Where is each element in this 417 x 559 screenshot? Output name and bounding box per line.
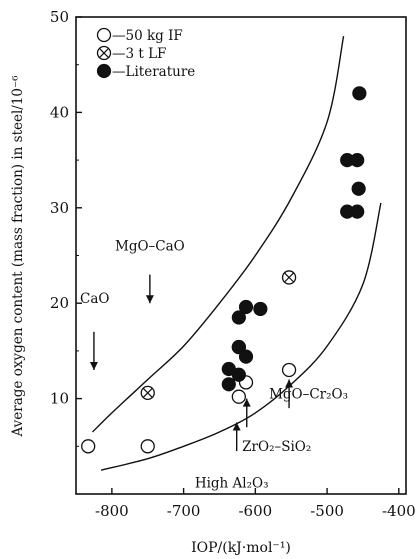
data-point-filled-circle <box>231 367 246 382</box>
data-point-open-circle-ring <box>231 389 246 404</box>
annotation-cao: CaO <box>80 291 109 307</box>
annotations: CaO MgO–CaO MgO–Cr₂O₃ ZrO₂–SiO₂ High Al₂O₃ <box>80 239 348 492</box>
arrow-mgocr <box>285 379 294 409</box>
curve-upper <box>92 35 345 433</box>
arrow-zro-head <box>242 398 251 407</box>
arrow-hal <box>232 422 241 452</box>
legend-label: —3 t LF <box>112 46 166 62</box>
data-point-open-circle <box>231 389 246 404</box>
trend-curves <box>92 35 382 471</box>
data-point-filled-circle <box>350 153 365 168</box>
data-point-filled-circle <box>253 301 268 317</box>
data-point-filled-circle <box>351 181 366 196</box>
data-point-open-circle <box>81 439 96 454</box>
legend-marker-circle-x <box>96 45 112 61</box>
data-point-filled-circle <box>238 349 254 364</box>
arrow-mgocr-head <box>285 379 294 388</box>
arrow-mgocao <box>145 274 154 304</box>
legend-label: —50 kg IF <box>112 28 183 44</box>
annotation-mgocr: MgO–Cr₂O₃ <box>269 387 348 403</box>
data-point-circle-x-cross-b <box>284 272 295 283</box>
y-tick-label: 10 <box>50 390 69 408</box>
x-tick-label: -800 <box>95 502 129 520</box>
data-point-filled-circle <box>221 377 236 392</box>
legend: —50 kg IF —3 t LF —Literature <box>96 27 195 80</box>
y-tick-label: 20 <box>50 294 69 312</box>
data-points <box>81 86 367 454</box>
legend-marker-open-circle-ring <box>96 27 112 43</box>
x-axis-label: IOP/(kJ·mol⁻¹) <box>191 540 291 556</box>
annotation-hal: High Al₂O₃ <box>195 475 269 491</box>
annotation-mgocao: MgO–CaO <box>115 239 185 255</box>
data-point-open-circle-ring <box>81 439 96 454</box>
data-point-filled-circle <box>350 204 365 219</box>
data-point-filled-circle <box>352 86 367 101</box>
data-point-open-circle <box>140 439 155 454</box>
legend-marker-filled-circle <box>96 63 112 79</box>
data-point-circle-x-cross-b <box>142 387 153 398</box>
x-tick-label: -700 <box>167 502 201 520</box>
arrow-mgocao-head <box>145 295 154 304</box>
legend-marker-circle-x-cross-b <box>99 48 109 58</box>
data-point-circle-x <box>281 270 297 285</box>
y-tick-label: 40 <box>50 103 69 121</box>
annotation-zro: ZrO₂–SiO₂ <box>242 439 311 455</box>
legend-marker-open-circle <box>96 27 112 43</box>
data-point-filled-circle <box>231 339 246 355</box>
x-tick-label: -600 <box>238 502 272 520</box>
axis-ticks: -800 -700 -600 -500 -400 10 20 30 40 50 <box>50 8 416 520</box>
legend-label: —Literature <box>112 64 195 80</box>
data-point-filled-circle <box>231 310 246 325</box>
arrow-zro <box>242 398 251 428</box>
curve-lower <box>100 202 382 471</box>
x-tick-label: -500 <box>310 502 344 520</box>
data-point-open-circle-ring <box>281 362 297 378</box>
arrow-hal-head <box>232 422 241 431</box>
y-tick-label: 50 <box>50 8 69 26</box>
x-tick-label: -400 <box>382 502 416 520</box>
arrow-cao <box>89 331 98 370</box>
y-axis-label: Average oxygen content (mass fraction) i… <box>10 75 26 438</box>
data-point-circle-x <box>140 385 155 401</box>
arrow-cao-head <box>89 361 98 370</box>
data-point-open-circle <box>281 362 297 378</box>
data-point-filled-circle <box>238 299 254 315</box>
y-tick-label: 30 <box>50 199 69 217</box>
data-point-open-circle-ring <box>140 439 155 454</box>
